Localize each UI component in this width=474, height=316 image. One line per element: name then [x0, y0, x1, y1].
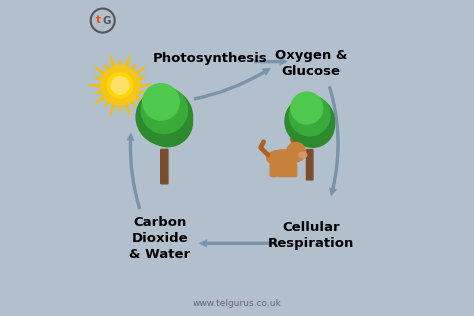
Polygon shape [94, 94, 108, 104]
Polygon shape [118, 58, 122, 69]
Polygon shape [136, 77, 146, 82]
FancyBboxPatch shape [161, 149, 168, 184]
Polygon shape [89, 84, 103, 87]
Circle shape [141, 87, 188, 133]
Text: Photosynthesis: Photosynthesis [153, 52, 267, 65]
Text: www.telgurus.co.uk: www.telgurus.co.uk [192, 299, 282, 308]
Text: Oxygen &
Glucose: Oxygen & Glucose [275, 49, 347, 78]
Polygon shape [94, 89, 105, 94]
Circle shape [143, 97, 192, 147]
Circle shape [100, 66, 140, 105]
Polygon shape [104, 98, 111, 107]
FancyBboxPatch shape [283, 164, 291, 177]
FancyBboxPatch shape [289, 164, 297, 177]
Circle shape [285, 96, 334, 146]
Circle shape [111, 76, 129, 94]
Text: Cellular
Respiration: Cellular Respiration [268, 221, 355, 250]
Circle shape [291, 104, 334, 147]
Circle shape [291, 92, 323, 124]
Polygon shape [133, 94, 146, 104]
FancyBboxPatch shape [306, 149, 313, 180]
Ellipse shape [266, 150, 299, 166]
Circle shape [136, 89, 192, 145]
Polygon shape [290, 139, 299, 145]
Ellipse shape [299, 152, 307, 158]
Circle shape [143, 90, 186, 133]
Polygon shape [124, 55, 130, 70]
Circle shape [107, 73, 133, 98]
Polygon shape [133, 67, 146, 77]
Polygon shape [136, 89, 146, 94]
FancyBboxPatch shape [278, 164, 285, 177]
Text: t: t [96, 15, 101, 25]
Polygon shape [110, 55, 117, 70]
Polygon shape [128, 98, 136, 107]
Circle shape [286, 143, 306, 162]
Polygon shape [94, 77, 105, 82]
Polygon shape [110, 100, 117, 115]
FancyBboxPatch shape [270, 164, 277, 177]
Polygon shape [94, 67, 108, 77]
Polygon shape [104, 64, 111, 73]
Circle shape [291, 98, 328, 136]
Polygon shape [118, 102, 122, 112]
Polygon shape [128, 64, 136, 73]
Text: Carbon
Dioxide
& Water: Carbon Dioxide & Water [129, 216, 190, 261]
Polygon shape [137, 84, 152, 87]
Circle shape [143, 84, 179, 120]
Text: G: G [102, 16, 111, 27]
Polygon shape [124, 100, 130, 115]
Circle shape [289, 95, 330, 136]
